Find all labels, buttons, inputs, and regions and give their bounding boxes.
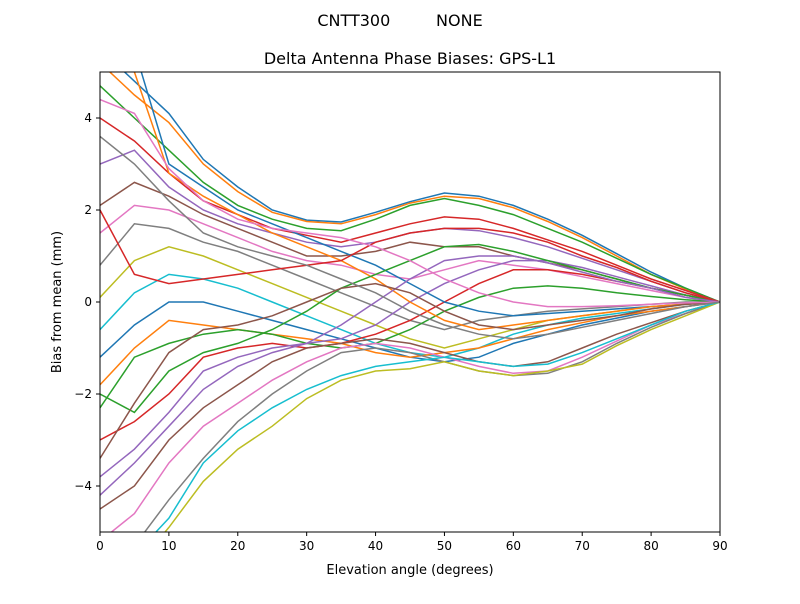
x-tick-label: 50: [437, 539, 452, 553]
chart-suptitle: CNTT300 NONE: [317, 11, 482, 30]
x-tick-label: 0: [96, 539, 104, 553]
series-lines: [100, 72, 720, 532]
x-axis-label: Elevation angle (degrees): [326, 563, 493, 578]
series-line-28: [100, 135, 720, 340]
series-line-22: [133, 72, 720, 331]
series-line-18: [143, 301, 720, 532]
x-tick-label: 80: [643, 539, 658, 553]
series-line-25: [100, 255, 720, 496]
x-axis: 0 10 20 30 40 50 60 70 80 90: [96, 532, 728, 553]
series-line-24: [100, 209, 720, 303]
x-tick-label: 20: [230, 539, 245, 553]
series-line-3: [100, 85, 720, 303]
series-line-14: [100, 269, 720, 441]
series-line-20: [154, 301, 720, 532]
series-line-16: [100, 301, 720, 510]
x-tick-label: 90: [712, 539, 727, 553]
series-line-17: [110, 301, 720, 532]
y-tick-label: −4: [74, 479, 92, 493]
y-tick-label: 0: [84, 295, 92, 309]
x-tick-label: 30: [299, 539, 314, 553]
x-tick-label: 10: [161, 539, 176, 553]
x-tick-label: 60: [506, 539, 521, 553]
y-tick-label: 4: [84, 111, 92, 125]
y-tick-label: 2: [84, 203, 92, 217]
y-axis-label: Bias from mean (mm): [50, 231, 65, 373]
series-line-21: [140, 72, 720, 317]
series-line-1: [123, 72, 720, 303]
chart-title: Delta Antenna Phase Biases: GPS-L1: [264, 49, 556, 68]
x-tick-label: 70: [575, 539, 590, 553]
series-line-13: [100, 285, 720, 409]
x-tick-label: 40: [368, 539, 383, 553]
series-line-27: [100, 98, 720, 308]
y-tick-label: −2: [74, 387, 92, 401]
y-axis: −4 −2 0 2 4: [74, 111, 100, 493]
series-line-26: [100, 282, 720, 459]
series-line-2: [108, 72, 720, 303]
series-line-19: [164, 301, 720, 532]
